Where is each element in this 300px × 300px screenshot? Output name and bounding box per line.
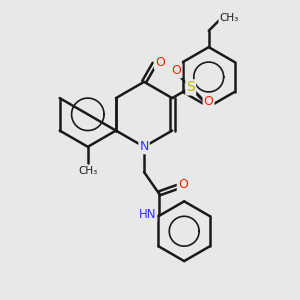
Text: CH₃: CH₃ bbox=[219, 13, 238, 23]
Text: O: O bbox=[155, 56, 165, 69]
Text: S: S bbox=[186, 80, 195, 94]
Text: N: N bbox=[140, 140, 149, 153]
Text: O: O bbox=[178, 178, 188, 191]
Text: CH₃: CH₃ bbox=[78, 167, 98, 176]
Text: HN: HN bbox=[139, 208, 156, 221]
Text: O: O bbox=[204, 95, 214, 108]
Text: O: O bbox=[172, 64, 182, 77]
